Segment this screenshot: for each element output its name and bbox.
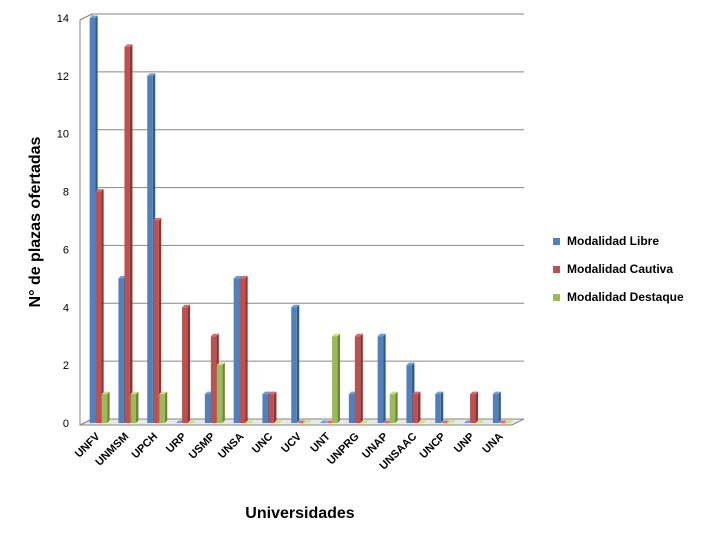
x-tick-label: USMP: [187, 431, 218, 462]
legend: Modalidad Libre Modalidad Cautiva Modalida…: [553, 234, 684, 304]
bar-URP-2: [188, 420, 197, 423]
legend-swatch: [553, 266, 560, 273]
y-tick-label: 8: [63, 187, 69, 199]
x-tick-label: UNP: [452, 431, 477, 456]
x-tick-label: URP: [164, 431, 189, 456]
legend-swatch: [553, 294, 560, 301]
bar-UNP-1: [470, 391, 479, 423]
bar-UNSAAC-1: [412, 391, 421, 423]
bar-UNT-2: [332, 333, 341, 423]
bar-UNPRG-2: [360, 420, 369, 423]
bar-URP-1: [182, 304, 191, 423]
bar-UCV-0: [291, 304, 300, 423]
bar-UNSA-1: [239, 275, 248, 423]
bar-UNA-0: [492, 391, 501, 423]
bar-UNMSM-2: [130, 391, 139, 423]
y-tick-label: 10: [57, 129, 69, 141]
bar-UNSAAC-2: [418, 420, 427, 423]
bar-UNT-0: [320, 420, 329, 423]
bars: [89, 15, 513, 424]
y-tick-label: 4: [63, 302, 69, 314]
legend-swatch: [553, 238, 560, 245]
bar-UNC-2: [274, 420, 283, 423]
legend-label: Modalidad Cautiva: [567, 262, 673, 276]
bar-UNMSM-1: [124, 44, 133, 424]
bar-UNPRG-1: [354, 333, 363, 423]
bar-UCV-2: [303, 420, 312, 423]
bar-UPCH-2: [159, 391, 168, 423]
x-axis-title: Universidades: [245, 505, 354, 522]
bar-UNP-2: [476, 420, 485, 423]
bar-UNA-2: [504, 420, 513, 423]
y-tick-label: 0: [63, 418, 69, 430]
bar-UNAP-2: [389, 391, 398, 423]
y-tick-label: 2: [63, 360, 69, 372]
legend-item: Modalidad Libre: [553, 234, 659, 248]
y-tick-label: 12: [57, 71, 69, 83]
bar-USMP-2: [216, 362, 225, 423]
bar-UNFV-1: [95, 189, 104, 423]
legend-item: Modalidad Destaque: [553, 290, 684, 304]
gridlines: [79, 13, 524, 426]
x-tick-label: UNT: [308, 430, 333, 455]
bar-UNCP-2: [447, 420, 456, 423]
bar-UPCH-1: [153, 218, 162, 423]
x-tick-label: UNPRG: [325, 431, 362, 468]
x-tick-label: UPCH: [130, 431, 161, 462]
y-tick-labels: 0 2 4 6 8 10 12 14: [57, 13, 69, 430]
bar-UNFV-2: [101, 391, 110, 423]
x-tick-label: UNC: [250, 431, 275, 456]
y-tick-label: 14: [57, 13, 69, 25]
axes: [79, 13, 525, 426]
x-tick-label: UNCP: [418, 431, 449, 462]
x-tick-label: UNA: [480, 431, 505, 456]
bar-UNC-1: [268, 391, 277, 423]
bar-UNSA-2: [245, 420, 254, 423]
bar-UNA-1: [498, 420, 507, 423]
x-tick-label: UCV: [279, 430, 304, 455]
legend-item: Modalidad Cautiva: [553, 262, 673, 276]
y-tick-label: 6: [63, 244, 69, 256]
bar-UNCP-0: [435, 391, 444, 423]
legend-label: Modalidad Libre: [567, 234, 659, 248]
bar-UNCP-1: [441, 420, 450, 423]
legend-label: Modalidad Destaque: [567, 290, 684, 304]
x-tick-label: UNSA: [216, 431, 247, 462]
y-axis-title: N° de plazas ofertadas: [27, 136, 44, 307]
bar-UNAP-0: [377, 333, 386, 423]
bar-UCV-1: [297, 420, 306, 423]
